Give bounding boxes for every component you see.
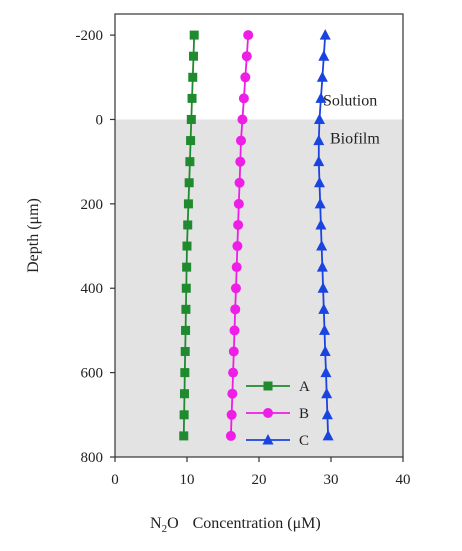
y-tick-label-5: 800	[81, 450, 104, 466]
data-point-A-12	[181, 283, 191, 293]
x-axis-title: N2O Concentration (μM)	[150, 515, 321, 535]
data-point-B-3	[238, 93, 249, 104]
data-point-C-8	[314, 197, 326, 209]
data-point-B-6	[235, 156, 246, 167]
data-point-C-10	[316, 240, 328, 251]
data-point-A-2	[188, 72, 198, 82]
data-point-A-5	[186, 136, 196, 146]
data-point-B-8	[233, 198, 244, 209]
data-point-B-11	[231, 262, 242, 273]
legend-marker-C	[262, 434, 274, 445]
data-point-A-4	[186, 114, 196, 124]
data-point-A-18	[179, 410, 189, 420]
data-point-C-18	[321, 408, 333, 420]
legend-label-C: C	[299, 433, 309, 449]
data-point-B-4	[237, 114, 248, 125]
data-point-A-11	[182, 262, 192, 272]
data-point-B-5	[236, 135, 246, 146]
data-point-A-17	[179, 389, 189, 399]
data-point-B-16	[228, 367, 239, 378]
legend-label-B: B	[299, 406, 309, 422]
data-point-B-18	[226, 409, 237, 420]
x-axis-title-after-subscript: O	[167, 515, 179, 532]
data-point-C-9	[315, 218, 327, 230]
x-tick-label-2: 20	[252, 472, 267, 488]
y-tick-label-0: -200	[76, 28, 104, 44]
data-point-B-9	[233, 219, 244, 230]
data-point-A-6	[185, 157, 195, 167]
data-point-B-1	[241, 51, 252, 62]
data-point-B-17	[227, 388, 238, 399]
x-axis-title-subscript: 2	[162, 523, 168, 535]
x-tick-label-4: 40	[396, 472, 411, 488]
x-tick-label-1: 10	[180, 472, 195, 488]
x-tick-label-0: 0	[111, 472, 119, 488]
data-point-B-13	[230, 304, 241, 315]
y-tick-label-1: 0	[96, 112, 104, 128]
data-point-A-19	[179, 431, 189, 441]
region-solution	[115, 14, 403, 120]
y-axis-title: Depth (μm)	[25, 198, 42, 273]
data-point-C-19	[322, 429, 334, 441]
data-point-A-3	[187, 93, 197, 103]
data-point-C-13	[318, 303, 330, 314]
data-point-A-16	[180, 368, 190, 378]
series-B	[225, 30, 254, 441]
legend-item-A: A	[246, 379, 310, 395]
data-point-C-6	[313, 155, 325, 167]
data-point-A-14	[181, 325, 191, 335]
legend-item-C: C	[246, 433, 309, 449]
data-point-C-16	[320, 366, 332, 378]
data-point-C-5	[313, 134, 325, 146]
data-point-B-15	[228, 346, 239, 357]
region-biofilm	[115, 119, 403, 457]
ticks: 0 10 20 30 40 -200 0 200 400 600 800	[76, 28, 411, 488]
data-point-B-10	[232, 241, 243, 252]
legend-marker-B	[263, 408, 273, 418]
data-point-C-0	[319, 29, 331, 40]
data-point-C-3	[315, 92, 327, 103]
data-point-A-9	[183, 220, 193, 230]
legend-marker-A	[263, 381, 273, 391]
region-labels: Solution Biofilm	[323, 92, 380, 147]
data-point-A-0	[189, 30, 199, 40]
regions	[115, 14, 403, 457]
data-point-C-7	[313, 176, 325, 188]
data-point-A-13	[181, 304, 191, 314]
legend-item-B: B	[246, 406, 309, 422]
data-point-A-15	[180, 347, 190, 357]
data-point-A-1	[188, 51, 198, 61]
series-A	[179, 30, 199, 441]
legend-label-A: A	[299, 379, 310, 395]
data-point-B-12	[230, 283, 241, 294]
data-point-B-7	[234, 177, 245, 188]
region-label-biofilm: Biofilm	[330, 130, 380, 147]
series-layer	[179, 29, 334, 441]
data-point-C-17	[321, 387, 333, 399]
x-axis-title-main: Concentration (μM)	[193, 515, 321, 532]
data-point-A-8	[183, 199, 193, 209]
region-label-solution: Solution	[323, 92, 377, 109]
data-point-B-2	[240, 72, 251, 83]
data-point-A-7	[184, 178, 194, 188]
y-tick-label-3: 400	[81, 281, 104, 297]
data-point-C-12	[317, 282, 329, 293]
data-point-C-14	[319, 324, 331, 335]
data-point-A-10	[182, 241, 192, 251]
data-point-C-2	[316, 71, 328, 82]
y-tick-label-2: 200	[81, 197, 104, 213]
data-point-C-11	[316, 261, 328, 272]
x-axis-title-prefix: N	[150, 515, 162, 532]
legend: ABC	[246, 379, 310, 449]
data-point-B-0	[243, 30, 254, 41]
series-C	[313, 29, 334, 441]
x-tick-label-3: 30	[324, 472, 339, 488]
data-point-C-15	[319, 345, 331, 357]
y-tick-label-4: 600	[81, 366, 104, 382]
data-point-B-19	[225, 430, 236, 441]
data-point-C-1	[318, 50, 330, 61]
data-point-B-14	[229, 325, 240, 336]
data-point-C-4	[313, 113, 325, 124]
